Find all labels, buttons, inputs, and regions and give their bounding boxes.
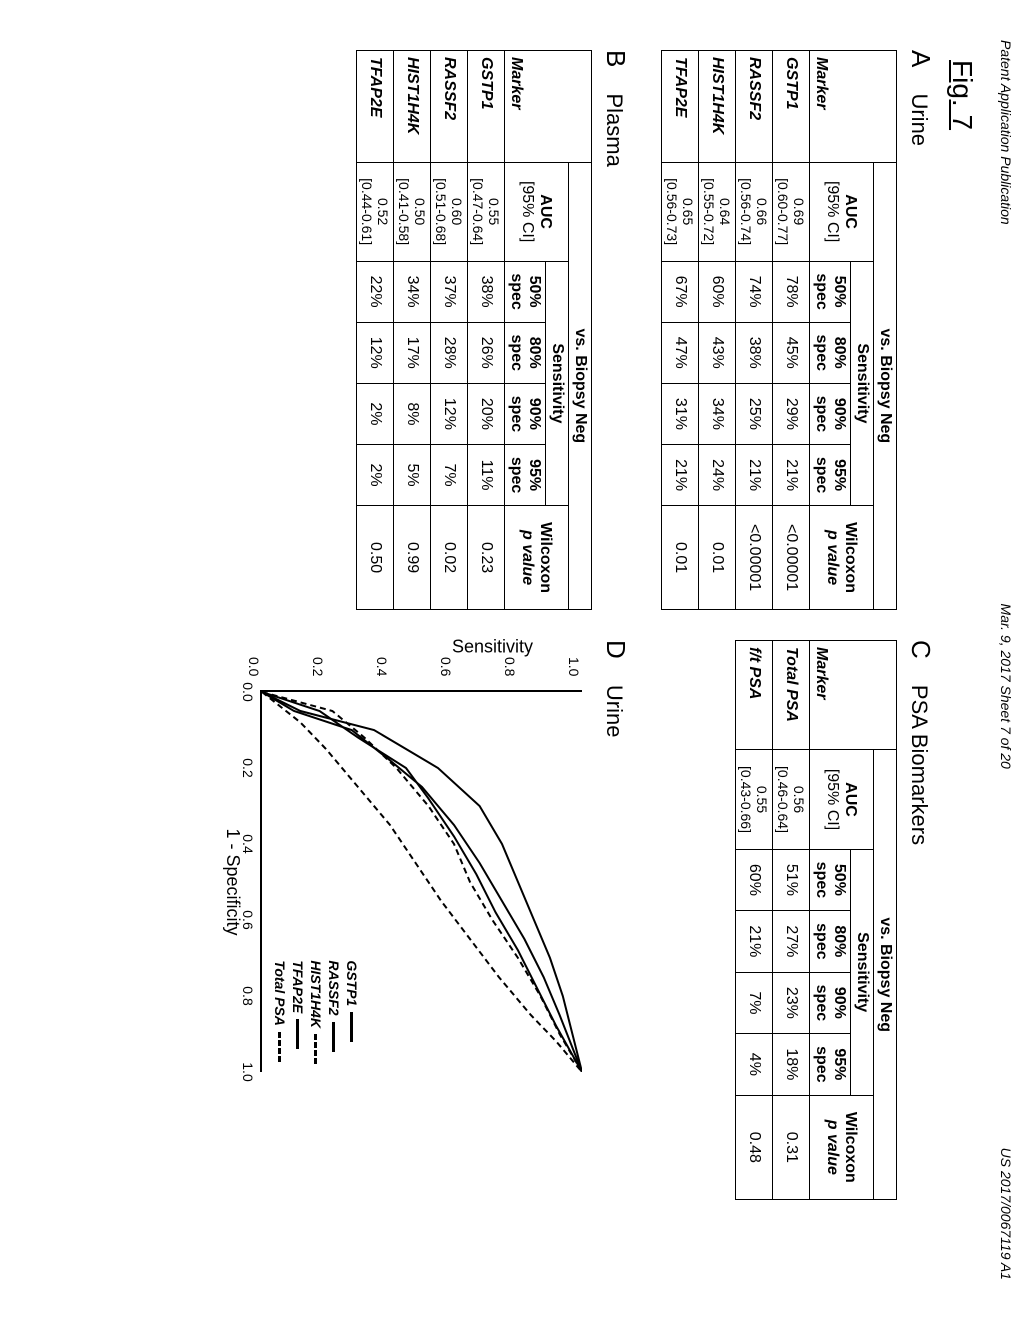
table-plasma: Markervs. Biopsy NegAUC[95% CI]Sensitivi… — [356, 50, 592, 610]
figure-label: Fig. 7 — [936, 0, 988, 1320]
table-urine: Markervs. Biopsy NegAUC[95% CI]Sensitivi… — [661, 50, 897, 610]
table-psa: Markervs. Biopsy NegAUC[95% CI]Sensitivi… — [735, 640, 897, 1200]
panel-a: A Urine Markervs. Biopsy NegAUC[95% CI]S… — [661, 50, 936, 610]
table-row: GSTP10.55[0.47-0.64]38%26%20%11%0.23 — [468, 51, 505, 610]
page-header: Patent Application Publication Mar. 9, 2… — [988, 0, 1024, 1320]
table-row: HIST1H4K0.64[0.55-0.72]60%43%34%24%0.01 — [699, 51, 736, 610]
panel-b-title: B Plasma — [600, 50, 631, 610]
figure-content: A Urine Markervs. Biopsy NegAUC[95% CI]S… — [260, 0, 936, 1320]
table-row: TFAP2E0.65[0.56-0.73]67%47%31%21%0.01 — [662, 51, 699, 610]
header-left: Patent Application Publication — [998, 40, 1014, 225]
table-row: HIST1H4K0.50[0.41-0.58]34%17%8%5%0.99 — [394, 51, 431, 610]
panel-a-title: A Urine — [905, 50, 936, 610]
table-row: f/t PSA0.55[0.43-0.66]60%21%7%4%0.48 — [736, 641, 773, 1200]
table-row: RASSF20.66[0.56-0.74]74%38%25%21%<0.0000… — [736, 51, 773, 610]
table-row: RASSF20.60[0.51-0.68]37%28%12%7%0.02 — [431, 51, 468, 610]
roc-plot: 0.00.00.20.20.40.40.60.60.80.81.01.0Sens… — [260, 690, 582, 1072]
table-row: TFAP2E0.52[0.44-0.61]22%12%2%2%0.50 — [357, 51, 394, 610]
header-right: US 2017/0067119 A1 — [998, 1148, 1014, 1280]
table-row: GSTP10.69[0.60-0.77]78%45%29%21%<0.00001 — [773, 51, 810, 610]
panel-d: D Urine 0.00.00.20.20.40.40.60.60.80.81.… — [260, 640, 631, 1200]
table-row: Total PSA0.56[0.46-0.64]51%27%23%18%0.31 — [773, 641, 810, 1200]
panel-c: C PSA Biomarkers Markervs. Biopsy NegAUC… — [661, 640, 936, 1200]
panel-d-title: D Urine — [600, 640, 631, 1200]
header-center: Mar. 9, 2017 Sheet 7 of 20 — [998, 604, 1014, 769]
panel-b: B Plasma Markervs. Biopsy NegAUC[95% CI]… — [260, 50, 631, 610]
panel-c-title: C PSA Biomarkers — [905, 640, 936, 1200]
